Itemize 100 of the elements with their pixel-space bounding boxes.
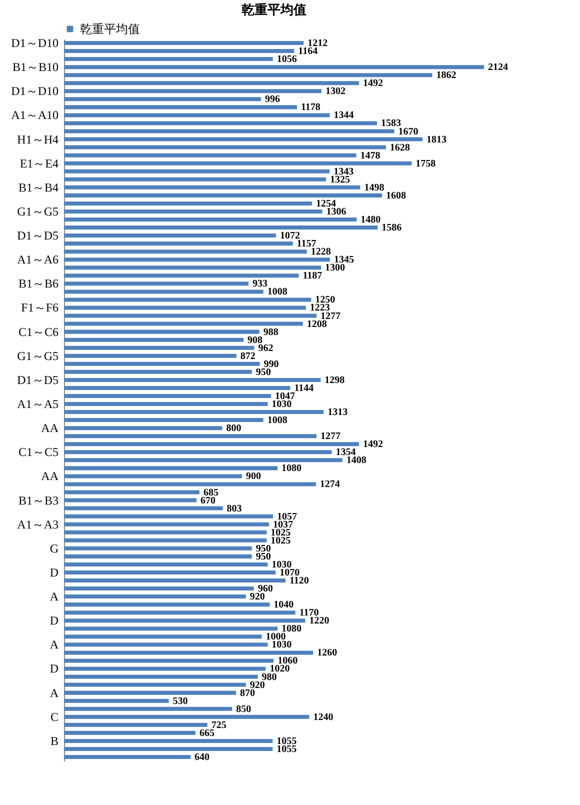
y-tick-label: A1～A10: [11, 108, 58, 122]
bar: [64, 538, 267, 542]
bar: [64, 394, 272, 398]
data-label: 1492: [363, 78, 384, 90]
bar: [64, 402, 268, 406]
bar: [64, 217, 357, 222]
y-tick-label: G1～G5: [17, 204, 58, 218]
bar: [64, 682, 246, 687]
bar: [64, 562, 268, 566]
bar: [64, 690, 236, 695]
data-label: 1055: [276, 744, 297, 755]
bar: [64, 626, 278, 631]
data-label: 640: [194, 752, 210, 763]
bar: [64, 674, 258, 679]
data-label: 1586: [382, 222, 402, 234]
data-label: 1228: [310, 246, 331, 258]
legend-label: 乾重平均值: [80, 22, 140, 36]
y-tick-label: AA: [41, 421, 59, 436]
bar: [64, 161, 412, 166]
bar: [64, 57, 273, 62]
data-label: 1862: [436, 70, 456, 82]
bar: [64, 570, 276, 574]
bar: [64, 738, 273, 743]
y-tick-label: A1～A3: [17, 517, 58, 532]
bar: [64, 274, 299, 278]
y-tick-label: A: [50, 638, 59, 652]
bar: [64, 386, 290, 390]
bar: [64, 41, 304, 46]
bar: [64, 73, 432, 78]
data-label: 1030: [272, 640, 292, 651]
bar: [64, 129, 394, 134]
y-tick-label: B1～B6: [18, 276, 58, 291]
data-label: 1478: [360, 150, 380, 162]
bar: [64, 282, 248, 286]
bar: [64, 610, 296, 615]
data-label: 2124: [488, 62, 508, 74]
data-label: 1408: [346, 455, 366, 466]
bar: [64, 298, 312, 302]
data-label: 800: [226, 423, 242, 434]
data-label: 1670: [398, 126, 418, 138]
data-label: 1608: [386, 190, 406, 202]
bar: [64, 338, 244, 342]
bar: [64, 434, 317, 438]
bar: [64, 290, 264, 294]
data-label: 670: [200, 495, 216, 506]
bar: [64, 370, 252, 374]
y-tick-label: D: [50, 662, 59, 676]
bar: [64, 578, 286, 583]
data-label: 1187: [302, 270, 322, 282]
data-label: 996: [264, 94, 280, 106]
y-tick-label: B1～B10: [12, 60, 58, 74]
bar: [64, 666, 266, 671]
bar: [64, 482, 316, 486]
bar: [64, 65, 484, 70]
bar: [64, 81, 360, 86]
data-label: 1144: [294, 382, 314, 394]
bar: [64, 490, 200, 494]
bar: [64, 145, 386, 150]
y-tick-label: G: [50, 541, 59, 556]
data-label: 1240: [313, 712, 334, 723]
bar: [64, 418, 264, 422]
y-tick-label: D1～D10: [11, 84, 58, 98]
bar: [64, 209, 322, 214]
bar: [64, 49, 294, 54]
bar: [64, 105, 297, 110]
data-label: 872: [240, 350, 256, 362]
bar: [64, 698, 169, 703]
data-label: 1030: [272, 399, 292, 410]
y-tick-label: A: [50, 686, 59, 700]
bar: [64, 89, 322, 94]
y-tick-label: G1～G5: [17, 348, 58, 363]
data-label: 1208: [306, 318, 327, 330]
bar: [64, 266, 322, 270]
data-label: 1274: [320, 479, 340, 490]
data-label: 1300: [325, 262, 346, 274]
bar: [64, 746, 273, 751]
bar: [64, 330, 260, 334]
bar: [64, 442, 360, 446]
y-tick-label: AA: [41, 469, 59, 484]
bar: [64, 730, 196, 735]
bar: [64, 514, 274, 518]
bar: [64, 314, 317, 318]
y-tick-label: H1～H4: [17, 132, 58, 146]
bar: [64, 362, 260, 366]
bar: [64, 642, 268, 647]
data-label: 1178: [300, 102, 320, 114]
data-label: 1325: [330, 174, 350, 186]
data-label: 1120: [289, 576, 309, 586]
bar: [64, 185, 360, 190]
bar: [64, 714, 310, 719]
bar: [64, 546, 252, 550]
bar: [64, 594, 246, 599]
bar: [64, 554, 252, 558]
bar: [64, 234, 276, 238]
y-tick-label: B1～B3: [18, 493, 58, 508]
bar: [64, 706, 232, 711]
bar: [64, 586, 254, 591]
y-tick-label: B: [50, 734, 58, 748]
bar: [64, 754, 191, 759]
bar: [64, 506, 223, 510]
